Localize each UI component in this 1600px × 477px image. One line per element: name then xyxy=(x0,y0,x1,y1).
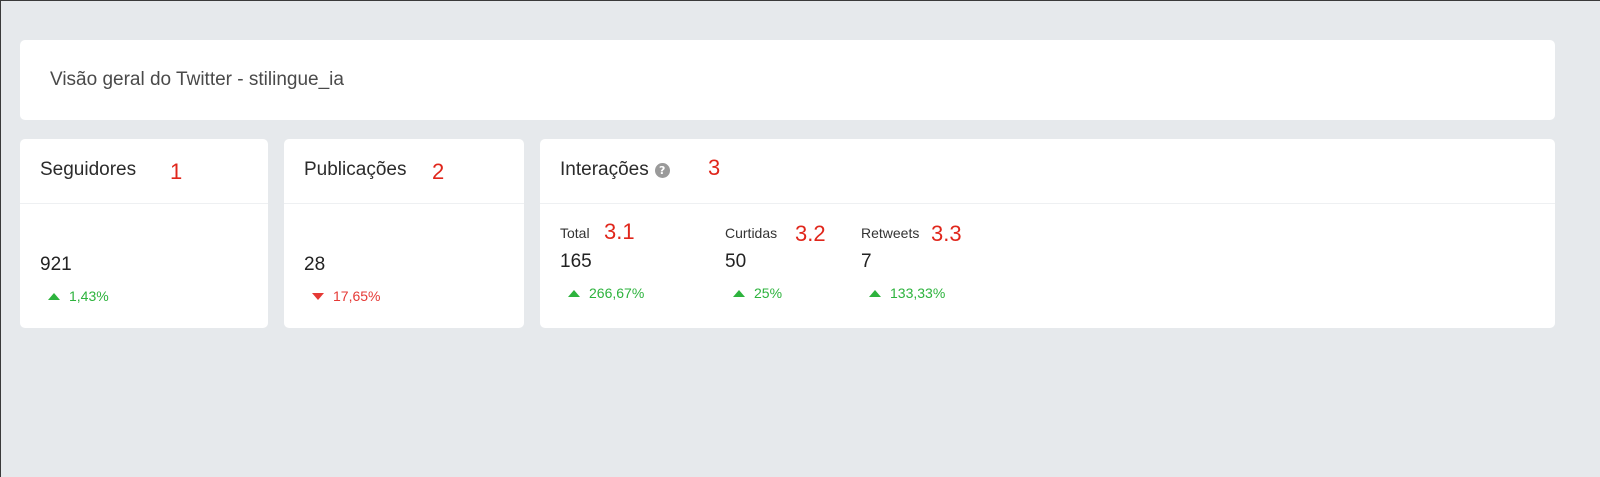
overview-header-card: Visão geral do Twitter - stilingue_ia xyxy=(20,40,1555,120)
arrow-up-icon xyxy=(48,292,60,300)
total-label: Total xyxy=(560,225,590,241)
arrow-up-icon xyxy=(733,289,745,297)
page-title: Visão geral do Twitter - stilingue_ia xyxy=(50,69,344,90)
arrow-down-icon xyxy=(312,292,324,300)
interactions-card: Interações? 3 Total 3.1 165 266,67% Curt… xyxy=(540,139,1555,328)
followers-card-header: Seguidores 1 xyxy=(20,139,268,204)
total-delta: 266,67% xyxy=(568,285,644,301)
annotation-3-2: 3.2 xyxy=(795,221,826,246)
annotation-3-1: 3.1 xyxy=(604,219,635,244)
followers-card: Seguidores 1 921 1,43% xyxy=(20,139,268,328)
publications-value: 28 xyxy=(304,254,326,275)
retweets-label: Retweets xyxy=(861,225,920,241)
question-circle-icon[interactable]: ? xyxy=(654,163,670,178)
followers-title: Seguidores xyxy=(40,159,137,180)
total-value: 165 xyxy=(560,251,592,272)
annotation-1: 1 xyxy=(170,159,183,184)
likes-value: 50 xyxy=(725,251,747,272)
publications-card: Publicações 2 28 17,65% xyxy=(284,139,524,328)
followers-value: 921 xyxy=(40,254,72,275)
retweets-delta: 133,33% xyxy=(869,285,945,301)
publications-delta-value: 17,65% xyxy=(333,288,381,304)
likes-delta-value: 25% xyxy=(754,285,783,301)
retweets-delta-value: 133,33% xyxy=(890,285,946,301)
arrow-up-icon xyxy=(869,289,881,297)
followers-delta-value: 1,43% xyxy=(69,288,109,304)
annotation-2: 2 xyxy=(432,159,445,184)
publications-delta: 17,65% xyxy=(312,288,380,304)
interactions-card-header: Interações? 3 xyxy=(540,139,1555,204)
annotation-3: 3 xyxy=(708,155,721,180)
arrow-up-icon xyxy=(568,289,580,297)
followers-delta: 1,43% xyxy=(48,288,109,304)
annotation-3-3: 3.3 xyxy=(931,221,962,246)
interactions-title-wrap: Interações? xyxy=(560,159,670,181)
retweets-value: 7 xyxy=(861,251,872,272)
interactions-title: Interações xyxy=(560,159,649,180)
total-delta-value: 266,67% xyxy=(589,285,645,301)
publications-card-header: Publicações 2 xyxy=(284,139,524,204)
likes-delta: 25% xyxy=(733,285,782,301)
likes-label: Curtidas xyxy=(725,225,778,241)
publications-title: Publicações xyxy=(304,159,407,180)
